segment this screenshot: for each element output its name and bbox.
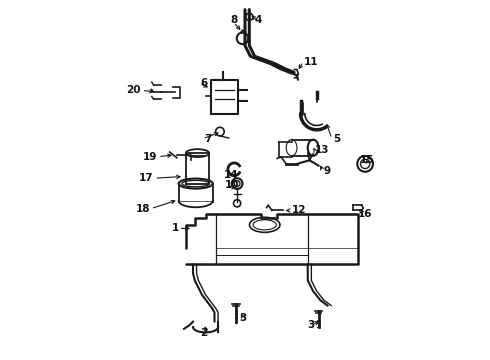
Text: 17: 17 [139, 173, 153, 183]
Text: 2: 2 [200, 328, 207, 338]
Text: 20: 20 [126, 85, 141, 95]
Text: 7: 7 [204, 134, 211, 144]
Text: 13: 13 [315, 144, 329, 154]
Text: 12: 12 [292, 206, 306, 216]
Text: 3: 3 [308, 320, 315, 330]
Text: 3: 3 [240, 313, 247, 323]
Text: 8: 8 [230, 15, 237, 26]
Text: 1: 1 [172, 224, 179, 233]
Text: 10: 10 [224, 180, 239, 190]
Text: 18: 18 [135, 204, 150, 214]
Text: 6: 6 [200, 78, 207, 88]
Text: 19: 19 [143, 152, 157, 162]
Text: 14: 14 [223, 170, 238, 180]
Text: 15: 15 [360, 155, 374, 165]
Text: 9: 9 [324, 166, 331, 176]
Text: 11: 11 [304, 57, 319, 67]
Text: 5: 5 [333, 134, 340, 144]
Text: 4: 4 [255, 15, 262, 26]
Text: 16: 16 [358, 209, 372, 219]
